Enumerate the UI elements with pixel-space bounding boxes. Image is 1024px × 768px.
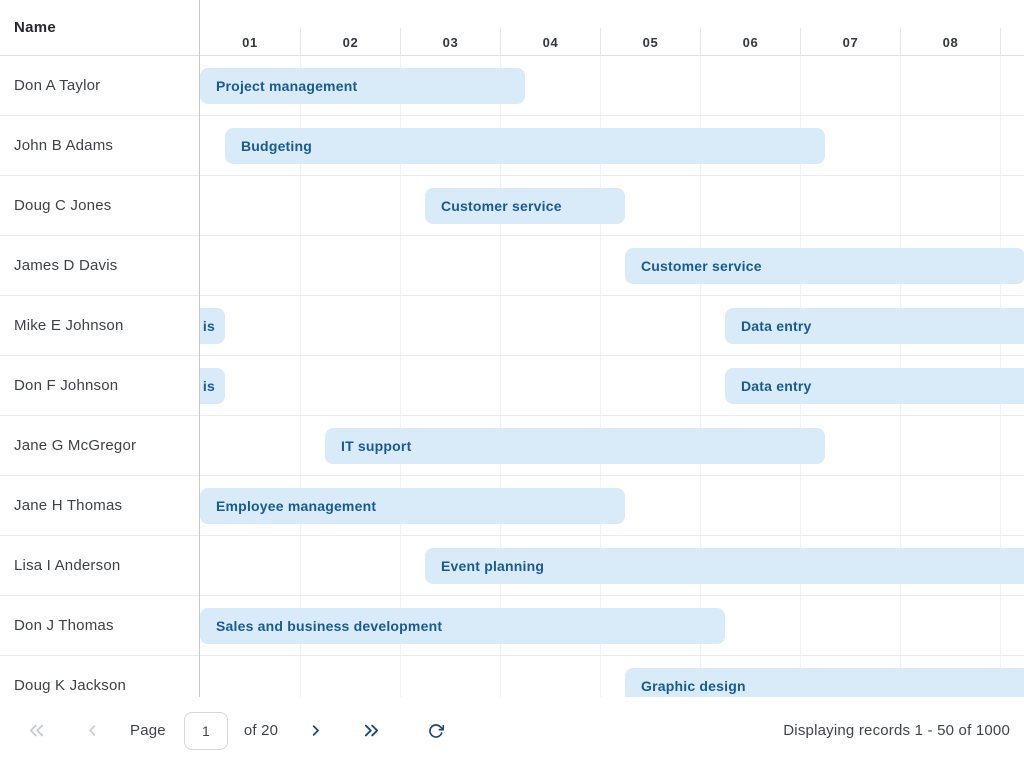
task-bar[interactable]: Employee management bbox=[200, 488, 625, 524]
timeline-header-cell: 03 bbox=[400, 28, 500, 56]
name-row[interactable]: James D Davis bbox=[0, 236, 199, 296]
first-page-button[interactable] bbox=[26, 720, 47, 741]
chevron-right-icon bbox=[308, 723, 323, 738]
name-row[interactable]: Jane H Thomas bbox=[0, 476, 199, 536]
timeline-gridline bbox=[300, 56, 301, 697]
task-bar[interactable]: Sales and business development bbox=[200, 608, 725, 644]
task-bar[interactable]: Data entry bbox=[725, 368, 1024, 404]
task-bar[interactable]: Data entry bbox=[725, 308, 1024, 344]
timeline-header-cell: 06 bbox=[700, 28, 800, 56]
timeline-row: Project management bbox=[200, 56, 1024, 116]
timeline-header: 01 02 03 04 05 06 07 08 bbox=[200, 0, 1024, 56]
refresh-button[interactable] bbox=[426, 721, 446, 741]
timeline-header-cell: 02 bbox=[300, 28, 400, 56]
task-bar[interactable]: Project management bbox=[200, 68, 525, 104]
name-row[interactable]: Doug K Jackson bbox=[0, 656, 199, 697]
page-label: Page bbox=[130, 722, 166, 739]
double-chevron-right-icon bbox=[363, 722, 380, 739]
name-column-header[interactable]: Name bbox=[0, 0, 199, 56]
timeline-header-cell: 07 bbox=[800, 28, 900, 56]
task-bar[interactable]: Budgeting bbox=[225, 128, 825, 164]
timeline-row: is Data entry bbox=[200, 296, 1024, 356]
timeline-header-cell: 01 bbox=[242, 34, 258, 50]
name-column: Name Don A Taylor John B Adams Doug C Jone… bbox=[0, 0, 200, 697]
timeline-gridline bbox=[400, 56, 401, 697]
timeline-gridline bbox=[700, 56, 701, 697]
task-bar[interactable]: Event planning bbox=[425, 548, 1024, 584]
timeline-rows: Project management Budgeting Customer serv… bbox=[200, 56, 1024, 697]
timeline-row: Graphic design bbox=[200, 656, 1024, 697]
timeline-row: IT support bbox=[200, 416, 1024, 476]
task-bar[interactable]: Graphic design bbox=[625, 668, 1024, 697]
timeline-body: Project management Budgeting Customer serv… bbox=[200, 56, 1024, 697]
name-rows: Don A Taylor John B Adams Doug C Jones Jame… bbox=[0, 56, 199, 697]
task-bar[interactable]: Customer service bbox=[625, 248, 1024, 284]
timeline-row: Budgeting bbox=[200, 116, 1024, 176]
task-bar[interactable]: is bbox=[200, 308, 225, 344]
next-page-button[interactable] bbox=[306, 721, 325, 740]
name-column-header-label: Name bbox=[14, 19, 57, 36]
refresh-icon bbox=[428, 723, 445, 739]
page-of-label: of 20 bbox=[243, 722, 279, 739]
name-row[interactable]: John B Adams bbox=[0, 116, 199, 176]
name-row[interactable]: Don A Taylor bbox=[0, 56, 199, 116]
timeline-row: Event planning bbox=[200, 536, 1024, 596]
task-bar[interactable]: is bbox=[200, 368, 225, 404]
name-row[interactable]: Jane G McGregor bbox=[0, 416, 199, 476]
timeline-header-cell: 04 bbox=[500, 28, 600, 56]
task-bar[interactable]: IT support bbox=[325, 428, 825, 464]
timeline-header-cell: 05 bbox=[600, 28, 700, 56]
timeline-row: Sales and business development bbox=[200, 596, 1024, 656]
name-row[interactable]: Lisa I Anderson bbox=[0, 536, 199, 596]
timeline-gridline bbox=[500, 56, 501, 697]
name-row[interactable]: Doug C Jones bbox=[0, 176, 199, 236]
timeline-row: is Data entry bbox=[200, 356, 1024, 416]
page-input[interactable] bbox=[183, 711, 228, 750]
name-row[interactable]: Don J Thomas bbox=[0, 596, 199, 656]
name-row[interactable]: Mike E Johnson bbox=[0, 296, 199, 356]
previous-page-button[interactable] bbox=[83, 721, 102, 740]
timeline-row: Customer service bbox=[200, 236, 1024, 296]
timeline-header-cell bbox=[1000, 28, 1024, 56]
task-bar[interactable]: Customer service bbox=[425, 188, 625, 224]
gantt-grid: Name Don A Taylor John B Adams Doug C Jone… bbox=[0, 0, 1024, 697]
chevron-left-icon bbox=[85, 723, 100, 738]
timeline-header-cell: 08 bbox=[900, 28, 1000, 56]
last-page-button[interactable] bbox=[361, 720, 382, 741]
paging-toolbar: Page of 20 bbox=[0, 697, 1024, 768]
double-chevron-left-icon bbox=[28, 722, 45, 739]
name-row[interactable]: Don F Johnson bbox=[0, 356, 199, 416]
timeline-panel: 01 02 03 04 05 06 07 08 Project management Budge… bbox=[200, 0, 1024, 697]
timeline-row: Employee management bbox=[200, 476, 1024, 536]
timeline-row: Customer service bbox=[200, 176, 1024, 236]
records-status: Displaying records 1 - 50 of 1000 bbox=[783, 722, 1010, 739]
timeline-gridline bbox=[600, 56, 601, 697]
